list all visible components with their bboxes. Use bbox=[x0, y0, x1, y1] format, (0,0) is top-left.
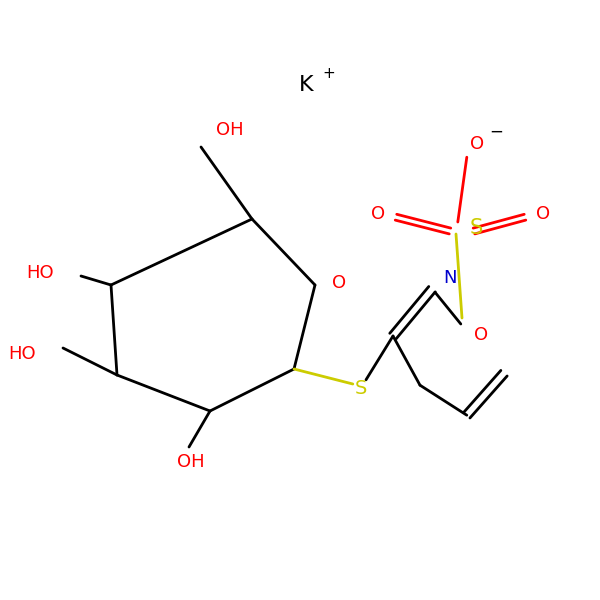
Text: O: O bbox=[536, 205, 550, 223]
Text: S: S bbox=[469, 218, 482, 238]
Text: O: O bbox=[371, 205, 385, 223]
Text: OH: OH bbox=[177, 453, 205, 471]
Text: −: − bbox=[490, 123, 503, 141]
Text: O: O bbox=[332, 274, 346, 292]
Text: N: N bbox=[443, 269, 457, 287]
Text: HO: HO bbox=[8, 345, 36, 363]
Text: K: K bbox=[299, 75, 313, 95]
Text: O: O bbox=[470, 135, 484, 153]
Text: S: S bbox=[355, 379, 367, 398]
Text: OH: OH bbox=[216, 121, 244, 139]
Text: +: + bbox=[322, 66, 335, 81]
Text: O: O bbox=[474, 326, 488, 344]
Text: HO: HO bbox=[26, 264, 54, 282]
